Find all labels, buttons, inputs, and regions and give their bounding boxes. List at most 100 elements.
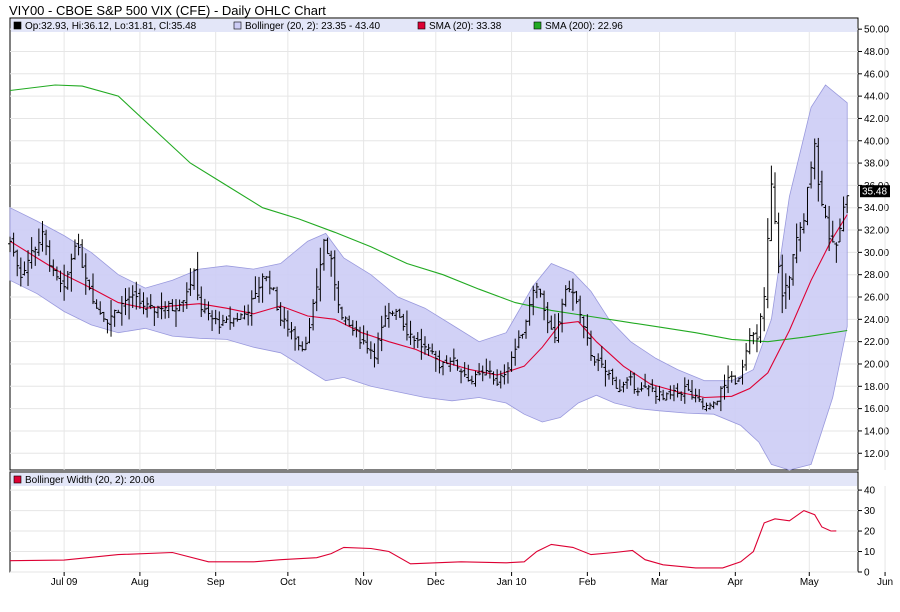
ohlc-bars	[8, 137, 850, 412]
ohlc-bar	[253, 276, 258, 299]
ohlc-bar	[177, 299, 182, 312]
ohlc-bar	[72, 239, 77, 260]
ohlc-bar	[285, 310, 290, 337]
ohlc-bar	[267, 270, 272, 295]
price-tick-label: 12.00	[864, 449, 889, 460]
ohlc-bar	[419, 328, 424, 360]
ohlc-bar	[704, 402, 709, 412]
ohlc-bar	[65, 270, 70, 290]
x-tick-label: Jul 09	[51, 577, 78, 588]
legend-sma20-swatch	[417, 21, 426, 30]
ohlc-bar	[199, 286, 204, 318]
price-tick-label: 44.00	[864, 92, 889, 103]
ohlc-bar	[159, 292, 164, 320]
ohlc-bar	[80, 239, 85, 268]
x-tick-label: Oct	[280, 577, 296, 588]
ohlc-bar	[845, 195, 850, 214]
ohlc-bar	[621, 381, 626, 393]
ohlc-bar	[603, 359, 608, 387]
ohlc-bar	[94, 299, 99, 309]
ohlc-bar	[145, 297, 150, 318]
ohlc-bar	[58, 270, 63, 293]
ohlc-bar	[578, 295, 583, 324]
ohlc-bar	[184, 282, 189, 309]
ohlc-bar	[776, 212, 781, 274]
ohlc-bar	[314, 268, 319, 312]
ohlc-bar	[495, 369, 500, 386]
price-tick-label: 38.00	[864, 159, 889, 170]
ohlc-bar	[426, 343, 431, 356]
ohlc-bar	[437, 350, 442, 374]
price-panel: 12.00 14.00 16.00 18.00 20.00 22.00 24.00 26.00…	[8, 17, 890, 471]
x-tick-label: Nov	[355, 577, 373, 588]
ohlc-bar	[469, 375, 474, 385]
ohlc-bar	[397, 308, 402, 318]
ohlc-bar	[339, 306, 344, 320]
ohlc-bar	[224, 316, 229, 323]
ohlc-bar	[787, 275, 792, 300]
ohlc-bar	[733, 375, 738, 385]
ohlc-bar	[44, 229, 49, 256]
ohlc-bar	[516, 330, 521, 349]
x-tick-label: Apr	[728, 577, 744, 588]
width-tick-label: 40	[864, 486, 876, 497]
ohlc-bar	[592, 356, 597, 366]
ohlc-bar	[217, 311, 222, 334]
ohlc-bar	[700, 397, 705, 410]
price-tick-label: 30.00	[864, 248, 889, 259]
ohlc-bar	[311, 299, 316, 331]
price-tick-label: 18.00	[864, 382, 889, 393]
ohlc-bar	[148, 294, 153, 310]
ohlc-bar	[238, 313, 243, 320]
ohlc-bar	[11, 232, 16, 257]
ohlc-bar	[628, 371, 633, 386]
ohlc-bar	[520, 333, 525, 339]
ohlc-bar	[433, 350, 438, 372]
ohlc-bar	[718, 386, 723, 412]
ohlc-bar	[278, 302, 283, 327]
bollinger-width-line	[9, 509, 837, 569]
ohlc-bar	[744, 343, 749, 371]
price-tick-label: 28.00	[864, 270, 889, 281]
ohlc-bar	[513, 338, 518, 366]
ohlc-bar	[754, 324, 759, 353]
ohlc-bar	[830, 220, 835, 243]
ohlc-bar	[809, 161, 814, 189]
chart-title: VIY00 - CBOE S&P 500 VIX (CFE) - Daily O…	[9, 3, 326, 18]
ohlc-bar	[260, 273, 265, 303]
legend-ohlc-text: Op:32.93, Hi:36.12, Lo:31.81, Cl:35.48	[25, 21, 197, 32]
ohlc-bar	[722, 374, 727, 400]
ohlc-bar	[819, 170, 824, 207]
width-tick-label: 20	[864, 527, 876, 538]
ohlc-bar	[451, 348, 456, 366]
ohlc-bar	[181, 300, 186, 313]
ohlc-bar	[152, 306, 157, 326]
ohlc-bar	[477, 363, 482, 376]
ohlc-bar	[444, 355, 449, 365]
ohlc-bar	[491, 371, 496, 385]
ohlc-bar	[762, 287, 767, 332]
legend-bollinger-swatch	[233, 21, 242, 30]
width-legend-bg	[11, 473, 857, 486]
ohlc-bar	[780, 254, 785, 314]
ohlc-bar	[98, 301, 103, 315]
width-tick-label: 30	[864, 506, 876, 517]
ohlc-bar	[567, 280, 572, 293]
ohlc-bar	[563, 285, 568, 307]
ohlc-bar	[18, 257, 23, 287]
ohlc-bar	[358, 326, 363, 350]
ohlc-bar	[36, 228, 41, 256]
ohlc-bar	[188, 268, 193, 296]
price-tick-label: 42.00	[864, 114, 889, 125]
ohlc-bar	[664, 392, 669, 401]
ohlc-bar	[8, 236, 12, 253]
ohlc-bar	[455, 359, 460, 371]
ohlc-bar	[625, 377, 630, 389]
sma200-line	[9, 84, 848, 343]
price-tick-label: 50.00	[864, 25, 889, 36]
ohlc-bar	[130, 285, 135, 308]
ohlc-bar	[350, 320, 355, 336]
ohlc-bar	[390, 310, 395, 316]
ohlc-bar	[560, 298, 565, 333]
